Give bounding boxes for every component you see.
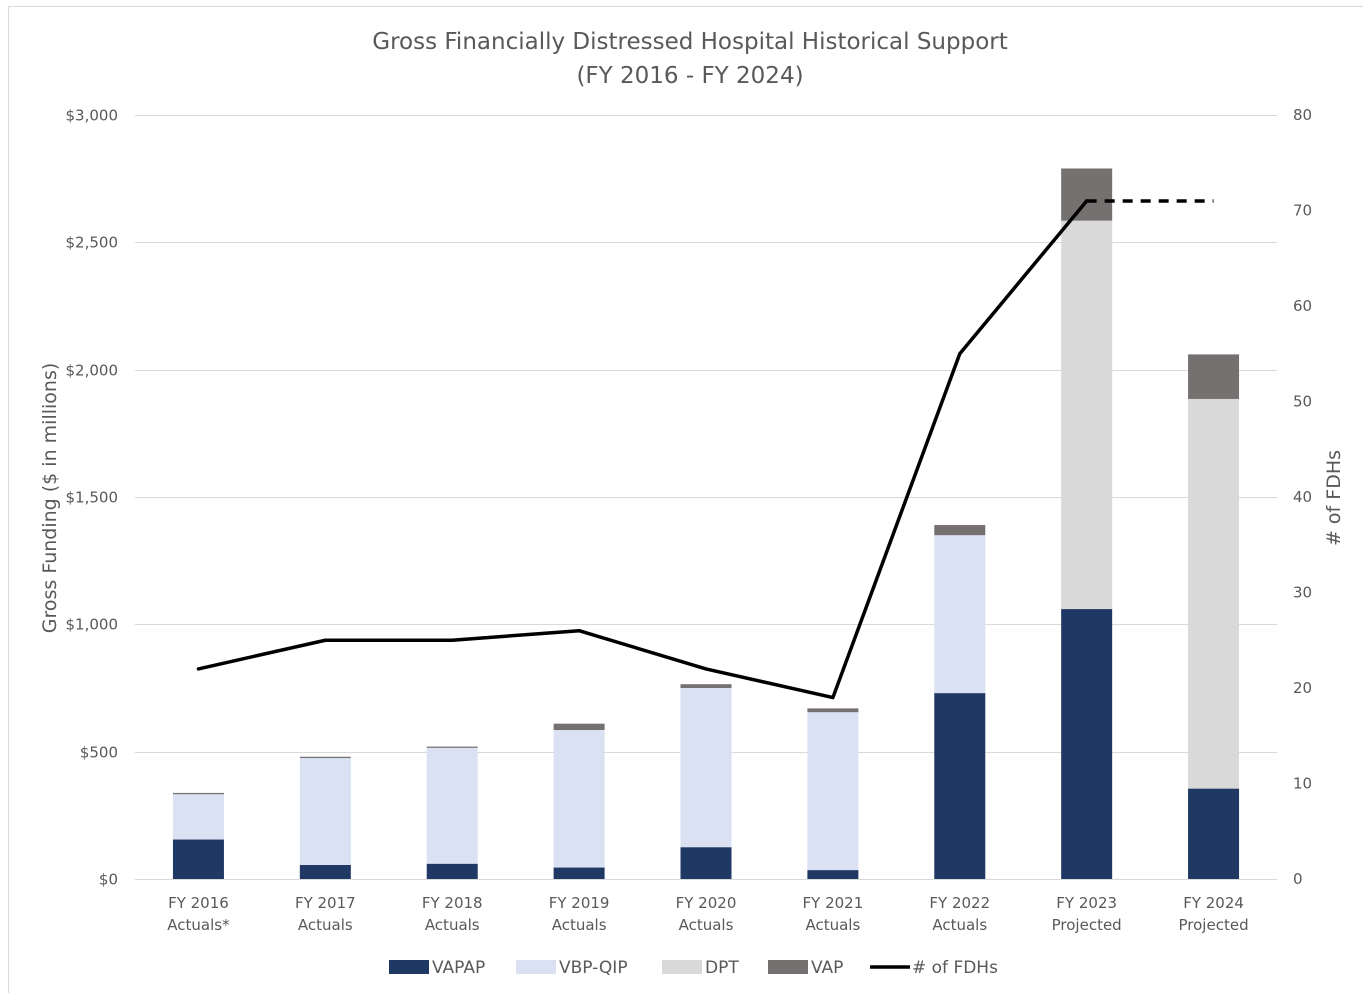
x-tick-sublabel: Actuals (679, 916, 734, 934)
x-tick-sublabel: Actuals* (167, 916, 230, 934)
legend-swatch-vap (768, 960, 808, 974)
bar-segment-vap (934, 525, 986, 536)
y2-tick-label: 80 (1293, 106, 1312, 124)
bar-segment-vbp-qip (934, 535, 986, 694)
y2-axis-label: # of FDHs (1323, 450, 1345, 546)
y-tick-label: $2,000 (66, 362, 119, 380)
bar-segment-vapap (553, 867, 605, 879)
bar-segment-vapap (807, 870, 859, 879)
bar-segment-vap (1188, 354, 1240, 399)
legend: VAPAP VBP-QIP DPT VAP # of FDHs (389, 958, 998, 978)
x-tick-sublabel: Actuals (425, 916, 480, 934)
bar-segment-vapap (680, 847, 732, 879)
y-axis-label: Gross Funding ($ in millions) (39, 363, 61, 634)
y2-tick-label: 70 (1293, 202, 1312, 220)
legend-swatch-vbp-qip (516, 960, 556, 974)
bar-segment-vapap (1188, 788, 1240, 879)
bar-segment-vbp-qip (426, 747, 478, 864)
bar-segment-vap (172, 792, 224, 795)
bar-segment-vap (1061, 168, 1113, 221)
x-tick-sublabel: Projected (1179, 916, 1249, 934)
chart-subtitle: (FY 2016 - FY 2024) (576, 63, 803, 89)
y2-tick-label: 30 (1293, 584, 1312, 602)
x-tick-label: FY 2017 (295, 894, 356, 912)
x-tick-label: FY 2022 (929, 894, 990, 912)
bar-segment-vbp-qip (680, 688, 732, 848)
y-tick-label: $0 (99, 871, 118, 889)
x-axis-ticks: FY 2016 Actuals* FY 2017 Actuals FY 2018 Actu… (167, 894, 1248, 934)
y2-tick-label: 60 (1293, 297, 1312, 315)
x-tick-sublabel: Actuals (805, 916, 860, 934)
y2-tick-label: 20 (1293, 679, 1312, 697)
y2-tick-label: 10 (1293, 775, 1312, 793)
x-tick-label: FY 2024 (1183, 894, 1244, 912)
chart-frame (8, 6, 1363, 993)
bar-segment-vap (426, 746, 478, 748)
legend-label: # of FDHs (912, 958, 998, 978)
y-tick-label: $2,500 (66, 234, 119, 252)
y-tick-label: $3,000 (66, 107, 119, 125)
bar-segment-vbp-qip (172, 794, 224, 840)
y2-tick-label: 40 (1293, 488, 1312, 506)
y-tick-label: $1,000 (66, 616, 119, 634)
bar-segment-vapap (172, 839, 224, 879)
x-tick-sublabel: Actuals (298, 916, 353, 934)
fdh-line (196, 199, 1214, 700)
x-tick-label: FY 2020 (676, 894, 737, 912)
x-tick-label: FY 2016 (168, 894, 229, 912)
y2-tick-label: 0 (1293, 870, 1303, 888)
bar-segment-vap (553, 723, 605, 731)
x-tick-label: FY 2021 (803, 894, 864, 912)
x-tick-label: FY 2023 (1056, 894, 1117, 912)
x-tick-label: FY 2019 (549, 894, 610, 912)
legend-swatch-dpt (662, 960, 702, 974)
x-tick-sublabel: Actuals (552, 916, 607, 934)
legend-label: DPT (705, 958, 739, 978)
bar-segment-vap (299, 756, 351, 759)
bar-segment-vap (807, 708, 859, 713)
bar-segment-vapap (934, 693, 986, 879)
bar-segment-dpt (1061, 220, 1113, 610)
y-tick-label: $500 (80, 744, 118, 762)
y2-tick-label: 50 (1293, 393, 1312, 411)
x-tick-sublabel: Actuals (932, 916, 987, 934)
bars (172, 168, 1240, 879)
bar-segment-vapap (299, 864, 351, 879)
bar-segment-vbp-qip (553, 730, 605, 868)
bar-segment-vapap (1061, 609, 1113, 879)
y-tick-label: $1,500 (66, 489, 119, 507)
legend-label: VAPAP (432, 958, 485, 978)
x-tick-label: FY 2018 (422, 894, 483, 912)
fdh-line-solid (196, 199, 1089, 700)
bar-segment-vap (680, 684, 732, 688)
y-axis-ticks: $0 $500 $1,000 $1,500 $2,000 $2,500 $3,000 (66, 107, 119, 889)
legend-label: VAP (811, 958, 843, 978)
bar-segment-vbp-qip (299, 758, 351, 865)
bar-segment-dpt (1188, 398, 1240, 789)
chart-title: Gross Financially Distressed Hospital Hi… (372, 29, 1008, 55)
y2-axis-ticks: 0 10 20 30 40 50 60 70 80 (1293, 106, 1312, 888)
legend-label: VBP-QIP (559, 958, 628, 978)
bar-segment-vbp-qip (807, 712, 859, 871)
legend-swatch-vapap (389, 960, 429, 974)
bar-segment-vapap (426, 863, 478, 879)
x-tick-sublabel: Projected (1052, 916, 1122, 934)
